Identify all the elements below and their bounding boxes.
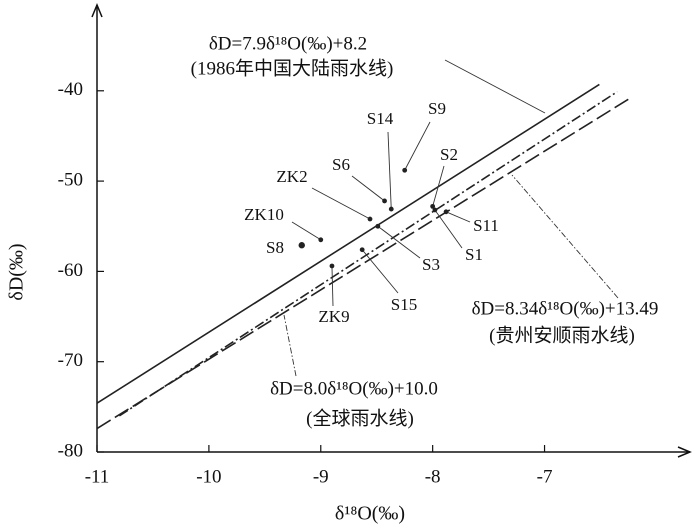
sample-point (388, 206, 394, 212)
sample-point (432, 207, 438, 213)
sample-point (329, 263, 335, 269)
leader-line (331, 265, 334, 307)
point-label: S3 (422, 255, 440, 274)
y-tick-label: -70 (58, 350, 83, 371)
point-label: S8 (266, 238, 284, 257)
y-axis-label: δD(‰) (6, 243, 28, 300)
sample-point (402, 167, 408, 173)
y-tick-label: -80 (58, 440, 83, 461)
leader-line (351, 175, 385, 202)
sample-point (359, 247, 365, 253)
sample-point (375, 223, 381, 229)
line-note: (1986年中国大陆雨水线) (191, 57, 394, 79)
point-label: S6 (332, 155, 350, 174)
leader-line (291, 221, 322, 241)
point-label: S14 (367, 109, 394, 128)
sample-point (443, 209, 449, 215)
sample-point (318, 237, 324, 243)
leader-line (444, 59, 546, 114)
leader-line (434, 209, 463, 249)
y-arrow (91, 3, 103, 18)
y-tick-label: -50 (58, 169, 83, 190)
x-arrow (677, 446, 692, 458)
leader-line (432, 165, 445, 207)
point-label: S1 (465, 245, 483, 264)
x-tick-label: -10 (196, 466, 221, 487)
line-equation: δD=7.9δ¹⁸O(‰)+8.2 (209, 33, 367, 54)
point-label: ZK9 (318, 307, 349, 326)
point-label: S2 (440, 145, 458, 164)
line-equation: δD=8.0δ¹⁸O(‰)+10.0 (270, 378, 438, 399)
leader-line (377, 225, 421, 259)
point-label: ZK10 (244, 205, 284, 224)
leader-line (511, 174, 619, 299)
point-label: S15 (391, 295, 417, 314)
sample-point (367, 216, 373, 222)
leader-line (404, 121, 431, 171)
line-note: (贵州安顺雨水线) (489, 324, 635, 346)
x-tick-label: -8 (425, 466, 441, 487)
point-label: S11 (473, 216, 499, 235)
sample-point (298, 242, 305, 249)
leader-line (283, 314, 297, 377)
x-tick-label: -9 (313, 466, 329, 487)
leader-line (387, 131, 392, 210)
leader-line (445, 211, 471, 223)
x-tick-label: -7 (537, 466, 553, 487)
x-tick-label: -11 (85, 466, 110, 487)
y-tick-label: -60 (58, 260, 83, 281)
point-label: ZK2 (276, 167, 307, 186)
leader-line (311, 187, 371, 220)
point-label: S9 (428, 99, 446, 118)
rain-line (118, 91, 618, 417)
leader-line (361, 249, 399, 294)
sample-point (430, 203, 436, 209)
line-note: (全球雨水线) (306, 407, 414, 429)
sample-point (382, 198, 387, 204)
line-equation: δD=8.34δ¹⁸O(‰)+13.49 (472, 298, 659, 319)
y-tick-label: -40 (58, 79, 83, 100)
rain-line (96, 83, 600, 404)
x-axis-label: δ¹⁸O(‰) (335, 503, 405, 525)
